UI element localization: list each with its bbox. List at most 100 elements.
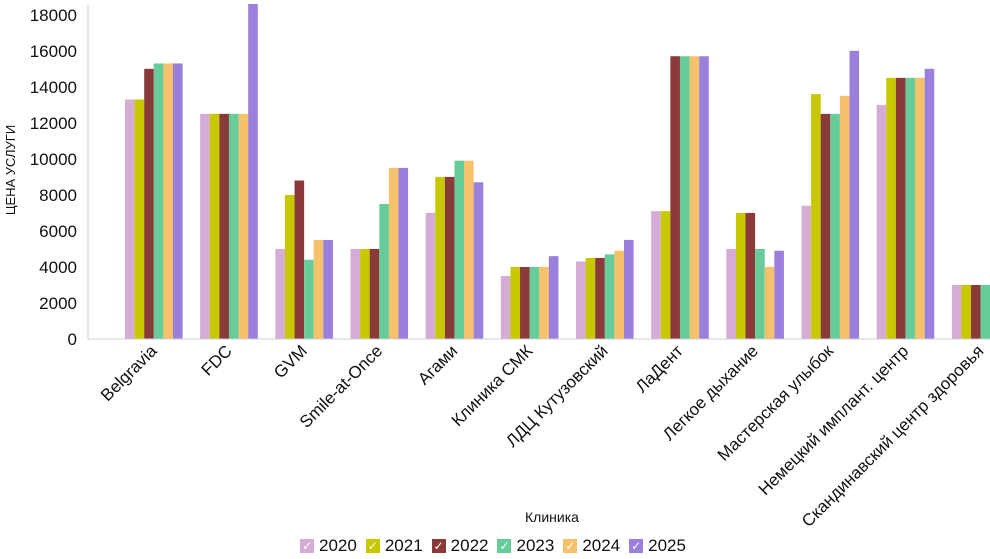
bar-2022-8[interactable]	[745, 212, 756, 339]
y-tick-label: 6000	[39, 222, 77, 241]
y-tick-label: 10000	[30, 150, 77, 169]
legend-label: 2024	[582, 536, 621, 555]
bar-2020-11[interactable]	[951, 284, 962, 339]
bar-2023-0[interactable]	[153, 63, 164, 339]
legend-item-2024[interactable]: ✓ 2024	[563, 536, 620, 556]
bar-2022-1[interactable]	[219, 113, 229, 340]
legend-item-2020[interactable]: ✓ 2020	[300, 536, 357, 556]
bar-2024-7[interactable]	[689, 56, 700, 339]
bar-2023-10[interactable]	[905, 77, 916, 339]
x-tick-label: FDC	[198, 341, 236, 379]
bar-2024-6[interactable]	[614, 250, 624, 339]
bar-2025-1[interactable]	[248, 4, 258, 339]
bar-2024-1[interactable]	[238, 113, 249, 340]
bar-2024-0[interactable]	[163, 63, 173, 339]
y-tick-label: 8000	[39, 186, 77, 205]
bar-2024-3[interactable]	[388, 167, 399, 339]
legend-checkbox-icon[interactable]: ✓	[300, 539, 314, 553]
bar-2020-4[interactable]	[425, 212, 436, 339]
bar-2021-10[interactable]	[886, 77, 896, 339]
bar-2020-0[interactable]	[125, 99, 135, 340]
bar-2025-4[interactable]	[473, 182, 484, 339]
bar-2024-9[interactable]	[839, 95, 850, 339]
bar-2022-3[interactable]	[369, 248, 380, 339]
bar-2023-3[interactable]	[379, 203, 389, 339]
y-tick-label: 0	[68, 330, 77, 349]
bar-2021-5[interactable]	[510, 266, 521, 339]
bar-2022-9[interactable]	[820, 113, 831, 340]
bar-2025-0[interactable]	[173, 63, 183, 339]
bar-2022-10[interactable]	[895, 77, 906, 339]
legend-label: 2020	[319, 536, 357, 555]
legend-label: 2021	[384, 536, 423, 555]
bar-2025-8[interactable]	[774, 250, 784, 339]
bar-2021-7[interactable]	[660, 211, 671, 339]
bar-2020-3[interactable]	[350, 248, 361, 339]
y-tick-label: 16000	[30, 42, 77, 61]
bar-2023-4[interactable]	[454, 160, 465, 339]
legend-label: 2025	[648, 536, 686, 555]
bar-2025-9[interactable]	[849, 50, 860, 339]
y-tick-label: 12000	[30, 114, 77, 133]
bar-2022-4[interactable]	[444, 176, 455, 339]
legend-checkbox-icon[interactable]: ✓	[431, 539, 446, 553]
y-tick-label: 14000	[30, 78, 77, 97]
bar-2024-8[interactable]	[764, 266, 775, 339]
bar-2025-6[interactable]	[624, 239, 634, 339]
bar-2022-6[interactable]	[595, 257, 605, 339]
bar-2025-3[interactable]	[398, 167, 409, 339]
bar-2024-2[interactable]	[313, 239, 324, 339]
bar-2022-5[interactable]	[520, 266, 530, 339]
bar-2021-1[interactable]	[209, 113, 220, 340]
bar-2020-7[interactable]	[651, 211, 661, 339]
bar-2023-5[interactable]	[529, 266, 540, 339]
bar-2021-3[interactable]	[360, 248, 370, 339]
bar-2023-2[interactable]	[304, 259, 314, 339]
bar-2024-5[interactable]	[539, 266, 549, 339]
bar-2023-7[interactable]	[679, 56, 690, 339]
bar-2023-9[interactable]	[830, 113, 840, 340]
bar-2021-6[interactable]	[585, 257, 596, 339]
bar-2023-6[interactable]	[604, 254, 615, 339]
bar-2023-11[interactable]	[980, 284, 990, 339]
legend-checkbox-icon[interactable]: ✓	[629, 539, 644, 553]
bar-2020-9[interactable]	[801, 205, 812, 339]
bar-2021-11[interactable]	[961, 284, 972, 339]
bar-2023-1[interactable]	[228, 113, 239, 340]
legend-item-2021[interactable]: ✓ 2021	[365, 536, 423, 556]
legend-item-2025[interactable]: ✓ 2025	[629, 536, 686, 556]
bar-2021-2[interactable]	[284, 194, 295, 339]
bar-2022-0[interactable]	[144, 68, 154, 339]
bar-2024-10[interactable]	[915, 77, 925, 339]
bar-2020-2[interactable]	[275, 248, 285, 339]
bar-2020-1[interactable]	[200, 113, 210, 340]
bar-2022-2[interactable]	[294, 180, 305, 339]
bar-2024-4[interactable]	[464, 160, 474, 339]
bar-2025-5[interactable]	[548, 256, 559, 339]
bar-2020-6[interactable]	[576, 261, 586, 339]
bar-2025-10[interactable]	[924, 68, 935, 339]
bar-2025-2[interactable]	[323, 239, 333, 339]
legend-checkbox-icon[interactable]: ✓	[563, 539, 578, 553]
bars	[125, 4, 990, 340]
legend-checkbox-icon[interactable]: ✓	[365, 539, 380, 553]
bar-2021-9[interactable]	[811, 94, 821, 339]
y-axis-title: ЦЕНА УСЛУГИ	[3, 125, 18, 215]
legend-item-2023[interactable]: ✓ 2023	[497, 536, 554, 556]
bar-2021-8[interactable]	[735, 212, 746, 339]
bar-2022-7[interactable]	[670, 56, 680, 339]
y-axis: 0 2000 4000 6000 8000 10000 12000 14000 16000 180…	[30, 4, 89, 349]
bar-2022-11[interactable]	[971, 284, 981, 339]
legend-checkbox-icon[interactable]: ✓	[497, 539, 512, 553]
bar-2023-8[interactable]	[755, 248, 765, 339]
legend-item-2022[interactable]: ✓ 2022	[431, 536, 488, 556]
bar-2020-5[interactable]	[500, 275, 511, 339]
bar-2021-4[interactable]	[435, 176, 445, 339]
bar-2020-8[interactable]	[726, 248, 736, 339]
x-tick-label: Агами	[414, 341, 461, 388]
bar-2021-0[interactable]	[134, 99, 145, 340]
bar-2025-7[interactable]	[699, 56, 709, 339]
bar-2020-10[interactable]	[876, 104, 887, 339]
